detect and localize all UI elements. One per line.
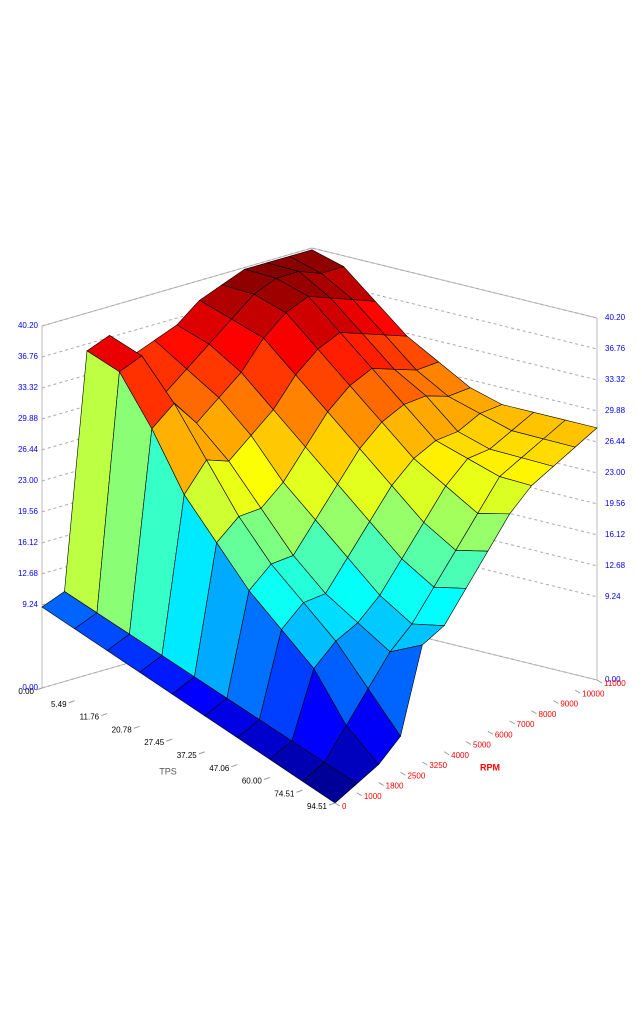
y-tick-label: 1000 [364, 792, 382, 801]
z-tick-label: 9.24 [605, 592, 621, 601]
x-tick-label: 60.00 [242, 777, 263, 786]
grid-line [41, 609, 598, 689]
y-tick [443, 751, 450, 756]
x-axis-label: TPS [159, 766, 177, 776]
y-tick-label: 11000 [604, 679, 626, 688]
x-tick-label: 37.25 [177, 751, 198, 760]
grid-line [41, 340, 598, 420]
z-tick-label: 36.76 [18, 352, 39, 361]
z-tick-label: 23.00 [18, 476, 39, 485]
x-tick-label: 74.51 [274, 789, 295, 798]
x-tick [166, 738, 173, 742]
y-tick [422, 761, 428, 766]
z-tick-label: 16.12 [605, 530, 626, 539]
z-tick-label: 12.68 [18, 569, 39, 578]
z-tick-label: 33.32 [18, 383, 39, 392]
z-tick-label: 40.20 [605, 313, 626, 322]
x-tick [328, 802, 336, 806]
grid-line [41, 495, 598, 575]
x-tick [231, 764, 238, 768]
x-tick [198, 751, 205, 755]
x-tick-label: 94.51 [307, 802, 328, 811]
y-axis-label: RPM [480, 762, 500, 772]
grid-line [41, 309, 598, 389]
x-tick-label: 0.00 [18, 687, 34, 696]
y-tick [487, 730, 494, 735]
z-tick-label: 26.44 [605, 437, 626, 446]
x-tick-label: 20.78 [112, 725, 133, 734]
z-tick-label: 9.24 [22, 600, 38, 609]
x-tick [68, 700, 75, 704]
y-tick [509, 720, 515, 725]
y-tick-label: 7000 [517, 720, 535, 729]
grid-line [41, 526, 598, 606]
surface-cell [301, 762, 358, 804]
x-tick [133, 725, 140, 729]
x-tick [35, 687, 43, 691]
y-tick-label: 6000 [495, 730, 513, 739]
x-tick [263, 776, 271, 780]
z-tick-label: 40.20 [18, 321, 39, 330]
z-tick-label: 23.00 [605, 468, 626, 477]
z-tick-label: 26.44 [18, 445, 39, 454]
z-tick-label: 0.00 [605, 675, 621, 684]
x-tick [100, 713, 108, 717]
y-tick [334, 802, 341, 807]
y-tick-label: 2500 [408, 771, 426, 780]
z-tick-label: 19.56 [605, 499, 626, 508]
y-tick [553, 700, 559, 704]
z-tick-label: 29.88 [18, 414, 39, 423]
y-tick-label: 10000 [582, 689, 605, 698]
y-tick [400, 771, 406, 776]
grid-line [41, 278, 598, 358]
y-tick [531, 710, 537, 715]
y-tick [596, 679, 603, 684]
z-tick-label: 33.32 [605, 375, 626, 384]
z-tick-label: 36.76 [605, 344, 626, 353]
y-tick [574, 689, 581, 694]
y-tick [356, 792, 363, 797]
y-tick-label: 3250 [429, 761, 447, 770]
y-tick [465, 741, 472, 745]
x-tick-label: 11.76 [80, 713, 100, 722]
x-tick [296, 789, 303, 793]
y-tick-label: 9000 [560, 700, 578, 709]
z-tick-label: 29.88 [605, 406, 626, 415]
z-tick-label: 12.68 [605, 561, 626, 570]
z-tick-label: 16.12 [18, 538, 39, 547]
y-tick-label: 1800 [386, 782, 404, 791]
grid-line [41, 247, 598, 327]
x-tick-label: 47.06 [209, 764, 230, 773]
y-tick-label: 4000 [451, 751, 469, 760]
x-tick-label: 27.45 [144, 738, 165, 747]
z-tick-label: 19.56 [18, 507, 39, 516]
y-tick [378, 782, 384, 786]
y-tick-label: 0 [342, 802, 347, 811]
z-tick-label: 0.00 [22, 683, 38, 692]
y-tick-label: 8000 [539, 710, 557, 719]
x-tick-label: 5.49 [51, 700, 67, 709]
y-tick-label: 5000 [473, 741, 491, 750]
